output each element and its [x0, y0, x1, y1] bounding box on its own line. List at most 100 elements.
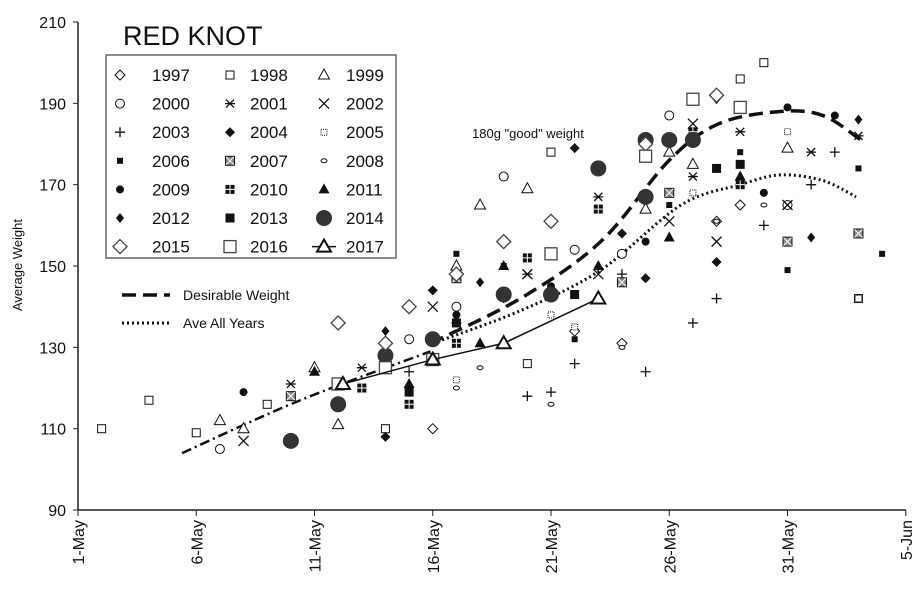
point-2016-shape	[733, 100, 747, 115]
point-1998	[380, 424, 390, 434]
point-1997	[734, 199, 746, 211]
point-2016	[638, 149, 653, 163]
point-2008-shape	[713, 218, 721, 224]
x-tick-label: 5-Jun	[899, 520, 916, 560]
point-2015-shape	[401, 298, 418, 315]
point-2016-shape	[378, 361, 393, 375]
point-2013	[404, 387, 414, 397]
legend-marker-2017-shape	[315, 237, 333, 253]
point-1998-shape	[144, 395, 154, 405]
point-2000	[451, 301, 462, 312]
point-2006	[879, 250, 886, 257]
point-2002	[592, 268, 604, 280]
legend-label-2010: 2010	[250, 180, 288, 199]
point-2001	[356, 363, 367, 373]
point-2007-hatch	[854, 229, 863, 238]
point-2012-shape	[854, 114, 863, 125]
legend-marker-2003	[115, 127, 125, 138]
point-2014	[495, 286, 512, 303]
point-2015-shape	[330, 315, 347, 331]
legend-marker-1997	[114, 69, 126, 81]
legend-label-dashed: Desirable Weight	[183, 287, 289, 303]
legend-label-2013: 2013	[250, 209, 288, 228]
point-2012	[617, 228, 626, 239]
point-2003	[522, 391, 533, 402]
point-1999	[781, 141, 794, 153]
point-2006	[571, 336, 578, 343]
y-tick-label: 110	[40, 422, 66, 439]
legend-marker-2015-shape	[112, 238, 128, 255]
point-2017-shape	[494, 334, 513, 350]
point-2017	[494, 334, 513, 350]
point-2012	[807, 232, 816, 243]
point-2014-shape	[424, 331, 441, 348]
point-2004	[711, 256, 722, 267]
point-2003-shape	[404, 366, 415, 377]
point-2000-shape	[214, 444, 225, 455]
point-2011	[403, 377, 415, 388]
point-2007	[664, 187, 675, 198]
point-1998-shape	[735, 74, 745, 84]
x-tick-label: 6-May	[189, 520, 206, 564]
point-2004-shape	[380, 431, 391, 442]
point-2014	[282, 432, 299, 449]
legend-marker-2007-hatch	[225, 156, 235, 166]
point-2006-shape	[453, 250, 460, 257]
point-2011-shape	[592, 260, 604, 271]
legend-marker-2008	[320, 158, 328, 164]
legend-marker-2005-shape	[320, 128, 328, 136]
point-2002	[521, 268, 533, 280]
point-2004-shape	[427, 285, 438, 296]
point-2014	[543, 286, 559, 303]
legend-marker-2000-shape	[115, 98, 125, 109]
point-2007-hatch	[783, 237, 792, 246]
point-2001	[853, 131, 864, 141]
point-2014	[661, 131, 678, 148]
point-2005-shape	[571, 323, 579, 331]
point-2006	[784, 267, 791, 274]
legend-marker-2016-shape	[223, 239, 237, 254]
legend-marker-2015	[112, 238, 128, 255]
point-2014-shape	[377, 347, 394, 364]
legend-marker-2009	[116, 185, 124, 194]
point-2002-shape	[663, 215, 675, 227]
point-2006-shape	[737, 149, 744, 156]
point-2001	[735, 127, 746, 137]
point-2000	[498, 171, 509, 182]
point-2004	[427, 285, 438, 296]
point-2010	[522, 253, 532, 263]
point-2013-shape	[712, 163, 722, 173]
point-2016-shape	[686, 92, 700, 106]
point-2000	[569, 244, 580, 255]
point-2010	[404, 399, 414, 409]
point-1999-shape	[331, 417, 345, 430]
legend-marker-2005	[320, 128, 328, 136]
point-2002	[663, 215, 675, 227]
legend-marker-2004-shape	[225, 127, 235, 138]
point-2003	[546, 387, 556, 398]
point-2003	[711, 293, 722, 304]
point-2014-shape	[590, 160, 607, 177]
point-2016	[378, 361, 393, 375]
point-2013-shape	[735, 159, 745, 169]
point-2000-shape	[664, 110, 675, 121]
chart-title: RED KNOT	[123, 21, 263, 51]
legend-marker-2002	[318, 98, 330, 110]
point-1998	[735, 74, 745, 84]
legend-marker-2002-shape	[318, 98, 330, 110]
point-2001-shape	[806, 147, 817, 157]
dash-dot-line	[181, 350, 431, 455]
point-2013	[712, 163, 722, 173]
x-tick-label: 1-May	[71, 520, 88, 564]
line-legend: Desirable Weight Ave All Years	[122, 287, 289, 331]
point-2014-shape	[684, 131, 701, 148]
point-2008	[476, 365, 484, 371]
legend-marker-2013	[225, 213, 235, 223]
point-2001-shape	[593, 192, 604, 202]
point-2001	[593, 192, 604, 202]
x-tick-label: 16-May	[426, 520, 443, 573]
legend-marker-2014-shape	[316, 210, 332, 226]
point-2004	[640, 273, 651, 284]
point-2002-shape	[711, 236, 723, 248]
point-2011	[592, 260, 604, 271]
